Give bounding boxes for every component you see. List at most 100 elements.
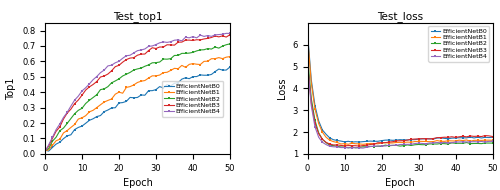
EfficientNetB3	[98, 76, 103, 78]
EfficientNetB1	[98, 104, 103, 106]
EfficientNetB4	[368, 145, 374, 148]
EfficientNetB1	[223, 56, 229, 58]
EfficientNetB2	[442, 142, 448, 145]
EfficientNetB4	[175, 39, 181, 41]
EfficientNetB1	[364, 143, 370, 145]
Title: Test_top1: Test_top1	[112, 11, 162, 21]
EfficientNetB3	[356, 145, 362, 147]
EfficientNetB1	[82, 115, 88, 117]
EfficientNetB0	[442, 137, 448, 139]
EfficientNetB2	[352, 147, 358, 149]
EfficientNetB3	[490, 135, 496, 138]
EfficientNetB2	[430, 143, 436, 145]
EfficientNetB0	[105, 109, 111, 111]
EfficientNetB4	[442, 141, 448, 144]
EfficientNetB2	[98, 89, 103, 91]
EfficientNetB4	[82, 87, 88, 89]
Y-axis label: Top1: Top1	[6, 77, 16, 100]
EfficientNetB2	[175, 54, 181, 57]
EfficientNetB4	[223, 32, 229, 35]
EfficientNetB4	[101, 69, 107, 71]
EfficientNetB0	[368, 140, 374, 142]
Line: EfficientNetB3: EfficientNetB3	[306, 63, 494, 147]
EfficientNetB3	[223, 36, 229, 38]
EfficientNetB0	[430, 138, 436, 140]
EfficientNetB4	[227, 32, 233, 35]
EfficientNetB2	[164, 58, 170, 60]
EfficientNetB1	[164, 71, 170, 73]
EfficientNetB3	[42, 150, 48, 152]
EfficientNetB1	[101, 101, 107, 103]
EfficientNetB4	[430, 142, 436, 144]
EfficientNetB4	[346, 146, 352, 149]
EfficientNetB4	[360, 147, 366, 149]
EfficientNetB3	[175, 41, 181, 43]
Legend: EfficientNetB0, EfficientNetB1, EfficientNetB2, EfficientNetB3, EfficientNetB4: EfficientNetB0, EfficientNetB1, Efficien…	[162, 81, 223, 117]
EfficientNetB1	[175, 68, 181, 70]
EfficientNetB0	[349, 141, 355, 143]
EfficientNetB2	[101, 88, 107, 90]
EfficientNetB4	[486, 140, 492, 142]
EfficientNetB4	[304, 64, 310, 66]
Line: EfficientNetB1: EfficientNetB1	[44, 55, 231, 152]
Y-axis label: Loss: Loss	[277, 78, 287, 99]
EfficientNetB3	[430, 137, 436, 140]
EfficientNetB2	[227, 43, 233, 45]
EfficientNetB3	[101, 75, 107, 77]
EfficientNetB0	[86, 119, 92, 121]
EfficientNetB3	[227, 34, 233, 36]
EfficientNetB2	[304, 57, 310, 59]
Line: EfficientNetB0: EfficientNetB0	[306, 33, 494, 143]
EfficientNetB4	[164, 41, 170, 44]
EfficientNetB0	[486, 136, 492, 139]
X-axis label: Epoch: Epoch	[385, 178, 415, 188]
EfficientNetB0	[42, 149, 48, 151]
EfficientNetB0	[227, 66, 233, 68]
EfficientNetB3	[346, 144, 352, 147]
EfficientNetB2	[82, 102, 88, 105]
EfficientNetB1	[360, 143, 366, 145]
Line: EfficientNetB2: EfficientNetB2	[44, 43, 231, 151]
EfficientNetB3	[368, 143, 374, 146]
EfficientNetB3	[364, 144, 370, 146]
EfficientNetB3	[164, 44, 170, 46]
EfficientNetB1	[430, 140, 436, 143]
EfficientNetB3	[442, 136, 448, 138]
EfficientNetB4	[98, 71, 103, 74]
EfficientNetB0	[168, 85, 173, 87]
EfficientNetB2	[42, 149, 48, 152]
EfficientNetB2	[486, 142, 492, 144]
Line: EfficientNetB4: EfficientNetB4	[44, 32, 231, 153]
EfficientNetB0	[364, 140, 370, 142]
EfficientNetB0	[101, 111, 107, 113]
X-axis label: Epoch: Epoch	[122, 178, 152, 188]
EfficientNetB3	[304, 63, 310, 66]
EfficientNetB2	[490, 142, 496, 144]
EfficientNetB3	[486, 135, 492, 137]
EfficientNetB0	[223, 69, 229, 71]
EfficientNetB4	[42, 150, 48, 153]
EfficientNetB0	[346, 140, 352, 142]
Line: EfficientNetB1: EfficientNetB1	[306, 36, 494, 145]
EfficientNetB1	[346, 143, 352, 145]
EfficientNetB2	[346, 147, 352, 149]
Legend: EfficientNetB0, EfficientNetB1, EfficientNetB2, EfficientNetB3, EfficientNetB4: EfficientNetB0, EfficientNetB1, Efficien…	[428, 26, 490, 62]
EfficientNetB1	[486, 139, 492, 141]
EfficientNetB4	[364, 146, 370, 148]
Line: EfficientNetB4: EfficientNetB4	[306, 64, 494, 149]
EfficientNetB2	[368, 145, 374, 147]
EfficientNetB0	[179, 78, 185, 80]
EfficientNetB2	[364, 146, 370, 148]
EfficientNetB0	[304, 33, 310, 35]
EfficientNetB0	[490, 136, 496, 139]
Title: Test_loss: Test_loss	[377, 11, 423, 21]
EfficientNetB1	[442, 140, 448, 142]
EfficientNetB2	[223, 44, 229, 46]
EfficientNetB4	[220, 33, 226, 35]
Line: EfficientNetB2: EfficientNetB2	[306, 57, 494, 149]
EfficientNetB1	[368, 142, 374, 145]
Line: EfficientNetB0: EfficientNetB0	[44, 66, 231, 152]
EfficientNetB1	[42, 150, 48, 152]
EfficientNetB1	[304, 36, 310, 38]
EfficientNetB1	[490, 139, 496, 141]
